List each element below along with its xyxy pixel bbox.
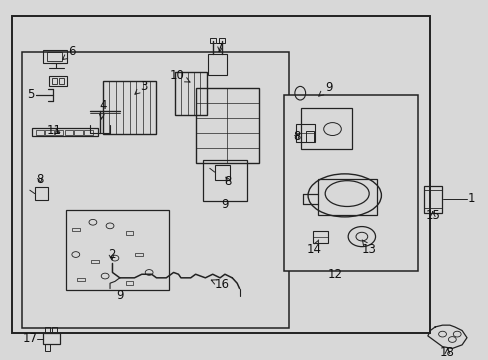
Bar	[125, 231, 133, 235]
Bar	[55, 130, 63, 135]
Bar	[74, 130, 82, 135]
Text: 5: 5	[26, 89, 34, 102]
Text: 8: 8	[293, 130, 301, 143]
Text: 4: 4	[99, 99, 106, 119]
Bar	[52, 327, 57, 333]
Bar	[312, 230, 327, 243]
Bar	[423, 186, 441, 213]
Bar	[305, 131, 314, 141]
Bar	[210, 38, 216, 43]
Bar	[102, 81, 156, 134]
Text: 8: 8	[36, 173, 44, 186]
Text: 3: 3	[135, 80, 148, 94]
Bar	[45, 327, 50, 333]
Text: 14: 14	[306, 240, 321, 256]
Text: 1: 1	[467, 193, 475, 206]
Bar	[283, 95, 417, 271]
Bar	[49, 76, 66, 86]
Bar	[84, 130, 92, 135]
Text: 18: 18	[439, 346, 454, 359]
Bar	[317, 179, 376, 215]
Text: 9: 9	[221, 198, 228, 211]
Bar	[77, 278, 84, 282]
Text: 16: 16	[211, 279, 229, 292]
Bar	[32, 128, 98, 136]
Bar	[12, 16, 429, 333]
Text: 17: 17	[23, 332, 38, 345]
Text: 12: 12	[327, 268, 342, 281]
Bar	[300, 108, 351, 149]
Bar	[22, 52, 288, 328]
Text: 11: 11	[46, 124, 61, 138]
Text: 15: 15	[425, 208, 439, 222]
Bar	[175, 72, 206, 115]
Text: 9: 9	[116, 289, 123, 302]
Bar	[207, 54, 227, 75]
Bar	[59, 78, 63, 84]
Text: 10: 10	[169, 69, 189, 82]
Bar	[45, 344, 50, 351]
Bar	[36, 130, 44, 135]
Text: 8: 8	[224, 175, 232, 188]
Bar	[42, 333, 60, 344]
Bar	[35, 187, 48, 201]
Bar	[219, 38, 224, 43]
Bar	[42, 50, 67, 63]
Text: 6: 6	[62, 45, 76, 59]
Bar	[64, 130, 73, 135]
Text: 9: 9	[318, 81, 332, 96]
Bar	[66, 210, 168, 291]
Bar	[295, 124, 315, 141]
Bar	[203, 159, 246, 201]
Bar	[52, 78, 57, 84]
Bar	[91, 260, 99, 264]
Text: 7: 7	[216, 42, 224, 55]
Bar	[125, 282, 133, 285]
Bar	[45, 130, 54, 135]
Bar	[214, 165, 230, 180]
Text: 2: 2	[107, 248, 115, 261]
Bar	[72, 228, 80, 231]
Bar	[195, 88, 259, 163]
Text: 13: 13	[361, 240, 376, 256]
Bar	[47, 52, 62, 61]
Bar	[135, 253, 143, 256]
